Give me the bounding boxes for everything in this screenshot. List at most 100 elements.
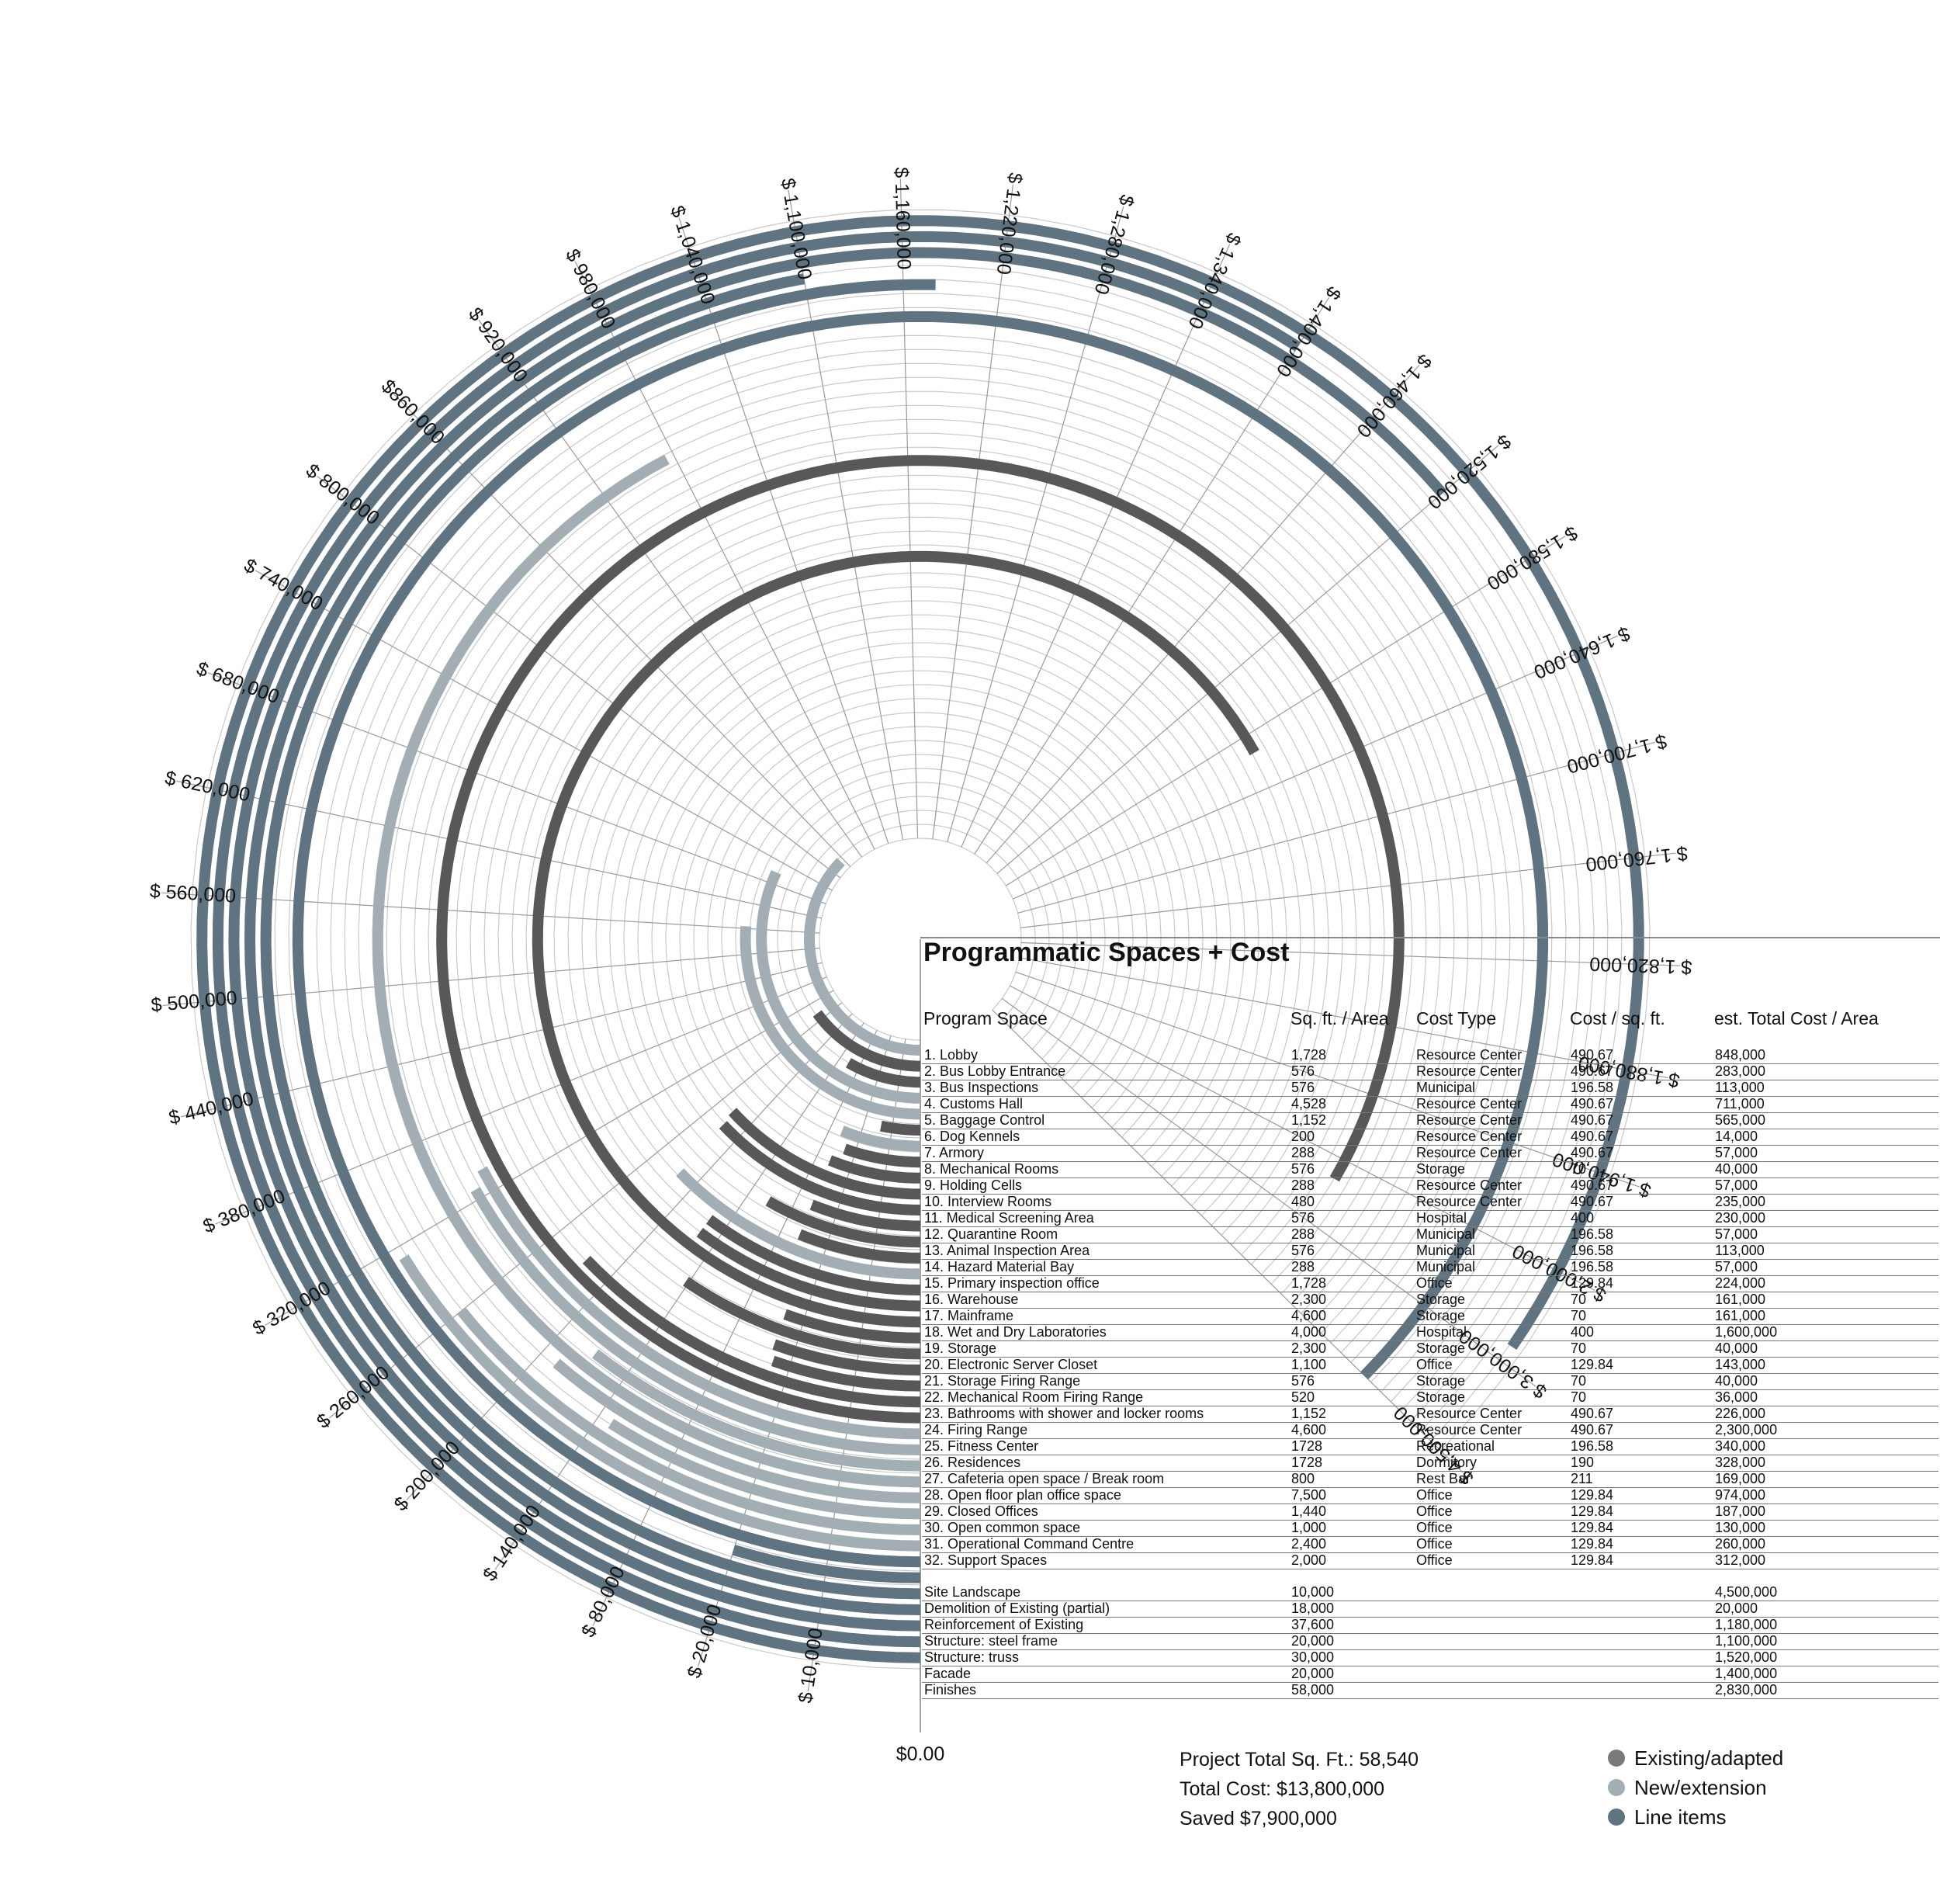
table-row: Finishes 58,000 2,830,000 (922, 1682, 1938, 1699)
arc-row-24 (436, 455, 1405, 1424)
table-cell: 4,600 (1291, 1422, 1327, 1438)
table-cell: 22. Mechanical Room Firing Range (924, 1389, 1144, 1405)
grid-ring (693, 712, 1148, 1167)
table-cell: 40,000 (1715, 1373, 1758, 1389)
table-cell: Storage (1416, 1373, 1466, 1389)
table-row: 27. Cafeteria open space / Break room 800… (922, 1471, 1938, 1488)
arc-row-10 (728, 1108, 921, 1200)
table-row: 13. Animal Inspection Area 576 Municipal 19… (922, 1243, 1938, 1260)
table-cell: 57,000 (1715, 1226, 1758, 1242)
table-cell: 18. Wet and Dry Laboratories (924, 1324, 1107, 1340)
table-cell: 14,000 (1715, 1129, 1758, 1144)
table-cell: 2,000 (1291, 1552, 1327, 1568)
table-cell: 31. Operational Command Centre (924, 1536, 1135, 1552)
table-cell: 490.67 (1571, 1112, 1614, 1128)
table-cell: 565,000 (1715, 1112, 1766, 1128)
table-cell: 288 (1291, 1259, 1315, 1275)
grid-ring (344, 362, 1497, 1516)
table-row: Structure: steel frame 20,000 1,100,000 (922, 1633, 1938, 1650)
table-cell: 190 (1571, 1455, 1595, 1470)
table-cell: 283,000 (1715, 1063, 1766, 1079)
table-cell: 129.84 (1571, 1552, 1614, 1568)
legend-swatch (1608, 1779, 1625, 1796)
table-row: 14. Hazard Material Bay 288 Municipal 196.5… (922, 1259, 1938, 1276)
column-header-area: Sq. ft. / Area (1290, 1008, 1389, 1028)
table-cell: Hospital (1416, 1324, 1467, 1340)
table-cell: Office (1416, 1503, 1453, 1519)
table-cell: 161,000 (1715, 1292, 1766, 1307)
grid-ring (721, 740, 1120, 1139)
grid-ring (637, 656, 1204, 1223)
arc-row-19 (783, 1309, 921, 1344)
table-cell: 129.84 (1571, 1357, 1614, 1372)
table-row: 31. Operational Command Centre 2,400 Offic… (922, 1536, 1938, 1553)
table-cell: 1,600,000 (1715, 1324, 1778, 1340)
table-cell: 30. Open common space (924, 1520, 1081, 1535)
table-cell: 4,600 (1291, 1308, 1327, 1323)
table-cell: Storage (1416, 1161, 1466, 1177)
grid-ring (819, 838, 1022, 1041)
grid-spoke (1020, 942, 1681, 966)
table-cell: 23. Bathrooms with shower and locker roo… (924, 1406, 1204, 1421)
arc-row-1 (804, 858, 921, 1056)
arc-row-20 (683, 1276, 921, 1360)
table-cell: 27. Cafeteria open space / Break room (924, 1471, 1165, 1486)
arc-row-14 (797, 1229, 921, 1264)
table-row: 20. Electronic Server Closet 1,100 Office 1… (922, 1357, 1938, 1374)
table-cell: 312,000 (1715, 1552, 1766, 1568)
grid-spoke (1015, 971, 1640, 1188)
grid-spoke (1001, 997, 1536, 1387)
arc-row-12 (809, 1199, 921, 1232)
table-row: 2. Bus Lobby Entrance 576 Resource Center 4… (922, 1063, 1938, 1080)
table-row: 16. Warehouse 2,300 Storage 70 161,000 (922, 1292, 1938, 1309)
table-cell: 4,000 (1291, 1324, 1327, 1340)
table-cell: Office (1416, 1552, 1453, 1568)
grid-spoke (932, 184, 1014, 840)
summary-total-sqft: Project Total Sq. Ft.: 58,540 (1180, 1749, 1419, 1770)
table-cell: 187,000 (1715, 1503, 1766, 1519)
arc-row-13 (765, 1196, 921, 1248)
grid-spoke (255, 570, 833, 891)
table-cell: 58,000 (1291, 1682, 1335, 1698)
table-cell: 40,000 (1715, 1161, 1758, 1177)
table-cell: 224,000 (1715, 1275, 1766, 1291)
table-cell: 576 (1291, 1243, 1315, 1258)
table-cell: 129.84 (1571, 1275, 1614, 1291)
table-cell: 161,000 (1715, 1308, 1766, 1323)
table-cell: 1,100 (1291, 1357, 1327, 1372)
grid-spoke (996, 445, 1499, 875)
table-cell: Resource Center (1416, 1047, 1523, 1063)
table-cell: 328,000 (1715, 1455, 1766, 1470)
grid-ring (581, 600, 1259, 1278)
table-cell: Resource Center (1416, 1194, 1523, 1209)
table-cell: 3. Bus Inspections (924, 1080, 1039, 1095)
grid-ring (735, 754, 1106, 1125)
column-header-cost-per-sqft: Cost / sq. ft. (1570, 1008, 1665, 1028)
legend-label: Existing/adapted (1634, 1746, 1784, 1770)
table-cell: 57,000 (1715, 1145, 1758, 1160)
table-cell: Rest Bar (1416, 1471, 1471, 1486)
table-cell: 19. Storage (924, 1340, 997, 1356)
table-cell: Office (1416, 1275, 1453, 1291)
table-cell: 10,000 (1291, 1584, 1335, 1600)
table-cell: 196.58 (1571, 1243, 1614, 1258)
table-cell: 200 (1291, 1129, 1315, 1144)
grid-spoke (1005, 536, 1566, 886)
table-cell: Resource Center (1416, 1129, 1523, 1144)
legend-label: New/extension (1634, 1776, 1767, 1799)
table-cell: 800 (1291, 1471, 1315, 1486)
cost-arcs (196, 215, 1644, 1663)
grid-ring (330, 349, 1511, 1530)
grid-ring (274, 293, 1567, 1586)
table-cell: Hospital (1416, 1210, 1467, 1226)
table-cell: 4,528 (1291, 1096, 1327, 1112)
table-row: 3. Bus Inspections 576 Municipal 196.58 113,… (922, 1080, 1938, 1097)
arc-row-26 (470, 1187, 921, 1455)
grid-spoke (992, 1009, 1464, 1473)
grid-ring (288, 307, 1553, 1572)
arc-line-item-1 (292, 310, 1549, 1568)
grid-spoke (161, 892, 820, 934)
table-cell: 9. Holding Cells (924, 1177, 1023, 1193)
tick-label: $0.00 (896, 1743, 945, 1765)
table-row: 7. Armory 288 Resource Center 490.67 57,000 (922, 1145, 1938, 1162)
